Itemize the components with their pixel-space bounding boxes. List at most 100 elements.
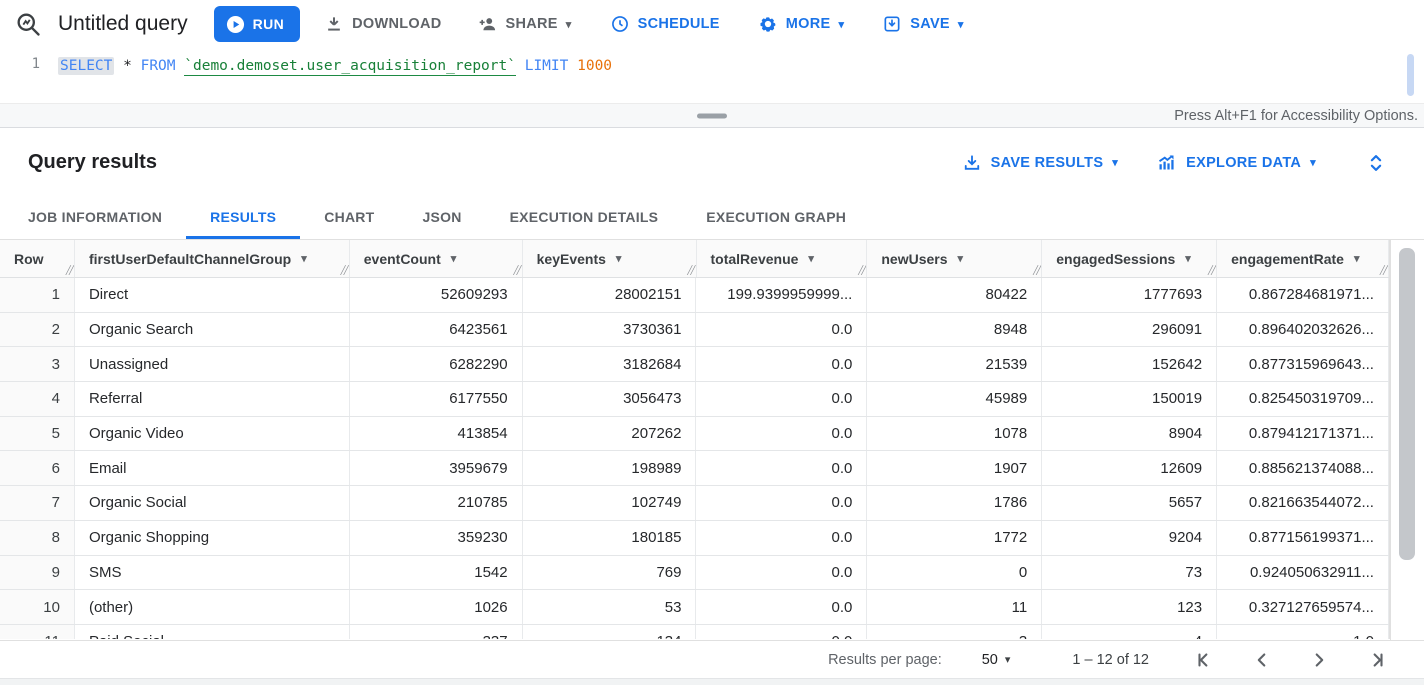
cell-eventCount: 210785 — [350, 486, 523, 520]
expand-panel-button[interactable] — [1358, 145, 1394, 181]
sql-limit-value: 1000 — [577, 58, 613, 74]
cell-newUsers: 21539 — [867, 347, 1043, 382]
cell-firstUserDefaultChannelGroup: Unassigned — [75, 347, 350, 382]
cell-totalRevenue: 199.9399959999... — [696, 278, 868, 312]
column-header-eventCount[interactable]: eventCount ▾ — [350, 240, 523, 277]
schedule-button[interactable]: SCHEDULE — [598, 6, 732, 42]
cell-newUsers: 11 — [867, 590, 1043, 624]
table-row: 2 Organic Search 6423561 3730361 0.0 8948 2960… — [0, 312, 1389, 348]
sql-limit-keyword: LIMIT — [524, 58, 569, 74]
tab-chart[interactable]: CHART — [324, 208, 375, 225]
row-number-cell: 10 — [0, 590, 75, 624]
download-icon — [324, 14, 344, 34]
table-row: 1 Direct 52609293 28002151 199.9399959999...… — [0, 278, 1389, 313]
explore-data-button[interactable]: EXPLORE DATA ▾ — [1142, 145, 1330, 181]
column-header-firstUserDefaultChannelGroup[interactable]: firstUserDefaultChannelGroup ▾ — [75, 240, 350, 277]
sql-editor[interactable]: 1 SELECT * FROM `demo.demoset.user_acqui… — [0, 48, 1424, 103]
sql-table-reference-link[interactable]: `demo.demoset.user_acquisition_report` — [184, 58, 516, 76]
cell-firstUserDefaultChannelGroup: Organic Social — [75, 486, 350, 520]
cell-engagementRate: 0.877156199371... — [1217, 520, 1389, 555]
cell-totalRevenue: 0.0 — [696, 486, 868, 520]
save-button[interactable]: SAVE ▾ — [870, 6, 975, 42]
cell-newUsers: 1907 — [867, 451, 1043, 486]
column-menu-button[interactable]: ▾ — [1353, 253, 1360, 265]
results-table-area: RowfirstUserDefaultChannelGroup▾eventCou… — [0, 240, 1424, 640]
tab-job-information[interactable]: JOB INFORMATION — [28, 208, 163, 225]
play-circle-icon — [226, 15, 245, 34]
chevron-down-icon: ▾ — [1310, 157, 1316, 169]
cell-engagementRate: 0.877315969643... — [1217, 347, 1389, 382]
tab-execution-details[interactable]: EXECUTION DETAILS — [509, 208, 659, 225]
page-range-label: 1 – 12 of 12 — [1072, 651, 1149, 668]
column-menu-button[interactable]: ▾ — [450, 253, 457, 265]
run-button[interactable]: RUN — [213, 6, 301, 42]
next-page-button[interactable] — [1307, 648, 1331, 672]
cell-firstUserDefaultChannelGroup: SMS — [75, 555, 350, 590]
cell-firstUserDefaultChannelGroup: Organic Shopping — [75, 520, 350, 555]
column-header-engagedSessions[interactable]: engagedSessions ▾ — [1042, 240, 1218, 277]
column-header-totalRevenue[interactable]: totalRevenue ▾ — [697, 240, 868, 277]
previous-page-button[interactable] — [1250, 648, 1274, 672]
cell-eventCount: 3959679 — [350, 451, 523, 486]
save-results-button[interactable]: SAVE RESULTS ▾ — [948, 145, 1132, 181]
column-menu-button[interactable]: ▾ — [808, 253, 814, 265]
download-button[interactable]: DOWNLOAD — [312, 6, 453, 42]
cell-newUsers: 45989 — [867, 382, 1043, 416]
tab-results[interactable]: RESULTS — [186, 197, 301, 239]
cell-firstUserDefaultChannelGroup: Referral — [75, 382, 350, 416]
tab-execution-graph[interactable]: EXECUTION GRAPH — [706, 208, 847, 225]
tab-json[interactable]: JSON — [422, 208, 462, 225]
column-menu-button[interactable]: ▾ — [957, 253, 964, 265]
clock-icon — [610, 14, 630, 34]
cell-keyEvents: 3730361 — [523, 312, 697, 347]
pagination-controls — [1193, 648, 1388, 672]
last-page-icon — [1365, 649, 1387, 671]
splitter-drag-handle[interactable] — [697, 113, 727, 118]
cell-keyEvents: 134 — [523, 624, 697, 639]
share-button[interactable]: SHARE ▾ — [466, 6, 584, 42]
first-page-button[interactable] — [1193, 648, 1217, 672]
cell-keyEvents: 102749 — [523, 486, 697, 520]
results-table: RowfirstUserDefaultChannelGroup▾eventCou… — [0, 240, 1390, 639]
row-number-cell: 2 — [0, 312, 75, 347]
column-header-newUsers[interactable]: newUsers ▾ — [867, 240, 1043, 277]
column-header-keyEvents[interactable]: keyEvents ▾ — [523, 240, 697, 277]
last-page-button[interactable] — [1364, 648, 1388, 672]
save-alt-icon — [962, 153, 982, 173]
accessibility-hint: Press Alt+F1 for Accessibility Options. — [1174, 107, 1418, 124]
save-icon — [882, 14, 902, 34]
query-results-header: Query results SAVE RESULTS ▾ — [0, 128, 1424, 197]
column-header-engagementRate[interactable]: engagementRate ▾ — [1217, 240, 1389, 277]
cell-engagementRate: 0.867284681971... — [1217, 278, 1389, 312]
column-menu-button[interactable]: ▾ — [1185, 253, 1191, 265]
explore-chart-icon — [1156, 152, 1177, 173]
cell-newUsers: 0 — [867, 555, 1043, 590]
column-menu-button[interactable]: ▾ — [615, 253, 622, 265]
row-number-cell: 6 — [0, 451, 75, 486]
unfold-more-icon — [1365, 152, 1387, 174]
cell-keyEvents: 53 — [523, 590, 697, 624]
cell-eventCount: 1026 — [350, 590, 523, 624]
row-number-cell: 1 — [0, 278, 75, 312]
vertical-scrollbar-thumb[interactable] — [1399, 248, 1415, 560]
table-row: 6 Email 3959679 198989 0.0 1907 12609 0.8856213… — [0, 451, 1389, 487]
chevron-down-icon: ▾ — [957, 18, 964, 31]
more-settings-button[interactable]: MORE ▾ — [746, 6, 857, 42]
results-tab-bar: JOB INFORMATION RESULTS CHART JSON EXECUTION… — [0, 197, 1424, 240]
column-menu-button[interactable]: ▾ — [301, 253, 307, 265]
cell-keyEvents: 769 — [523, 555, 697, 590]
table-row: 10 (other) 1026 53 0.0 11 123 0.327127659574... — [0, 590, 1389, 625]
editor-scrollbar-thumb[interactable] — [1407, 54, 1414, 96]
table-vertical-scrollbar[interactable] — [1390, 240, 1424, 640]
chevron-right-icon — [1308, 649, 1330, 671]
cell-totalRevenue: 0.0 — [696, 382, 868, 416]
sql-star: * — [123, 58, 132, 74]
table-header-row: RowfirstUserDefaultChannelGroup▾eventCou… — [0, 240, 1389, 278]
column-header-row[interactable]: Row — [0, 240, 75, 277]
page-size-select[interactable]: 50 ▾ — [981, 651, 1011, 668]
table-body: 1 Direct 52609293 28002151 199.9399959999...… — [0, 278, 1389, 639]
cell-newUsers: 1078 — [867, 416, 1043, 451]
cell-keyEvents: 3056473 — [523, 382, 697, 416]
table-horizontal-scrollbar[interactable] — [0, 678, 1424, 685]
